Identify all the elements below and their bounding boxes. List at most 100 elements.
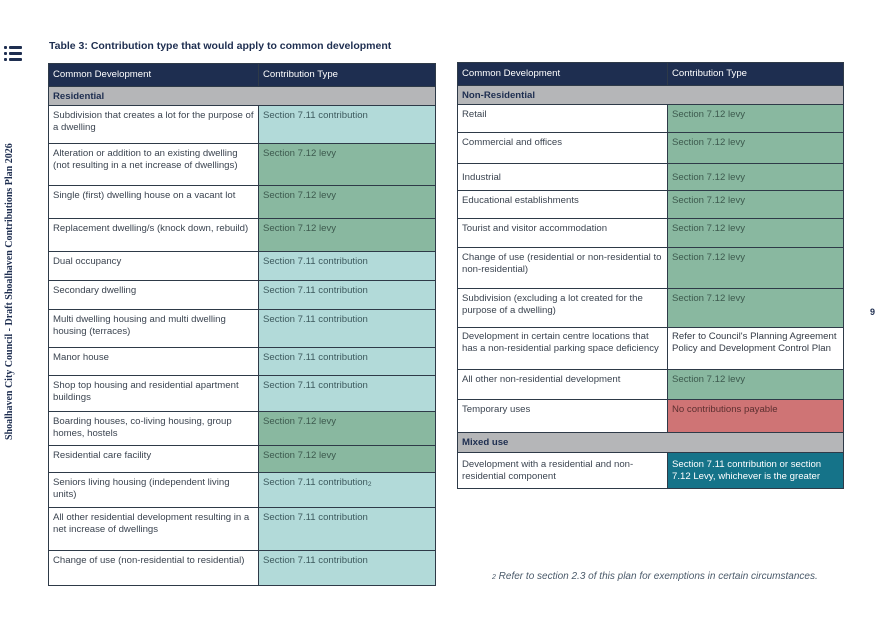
contribution-cell: Section 7.12 levy bbox=[667, 132, 844, 165]
contribution-cell: Section 7.12 levy bbox=[667, 247, 844, 290]
contribution-cell: Section 7.12 levy bbox=[667, 288, 844, 329]
development-cell: Development in certain centre locations … bbox=[457, 327, 668, 371]
contribution-type-text: Section 7.12 levy bbox=[263, 148, 337, 160]
table-row: Multi dwelling housing and multi dwellin… bbox=[48, 309, 436, 349]
footnote: 2 Refer to section 2.3 of this plan for … bbox=[492, 571, 818, 582]
section-mixed-use: Mixed use bbox=[457, 432, 844, 453]
table-row: Retail Section 7.12 levy bbox=[457, 104, 844, 134]
contribution-cell: Section 7.11 contribution bbox=[258, 309, 436, 349]
section-non-residential: Non-Residential bbox=[457, 84, 844, 106]
contribution-type-text: Section 7.12 levy bbox=[263, 416, 337, 428]
development-cell: Single (first) dwelling house on a vacan… bbox=[48, 185, 259, 220]
table-header-row: Common Development Contribution Type bbox=[48, 63, 436, 87]
development-cell: Temporary uses bbox=[457, 399, 668, 434]
development-cell: Shop top housing and residential apartme… bbox=[48, 375, 259, 413]
table-row: Residential care facility Section 7.12 le… bbox=[48, 445, 436, 474]
contribution-type-text: Section 7.11 contribution bbox=[263, 110, 368, 122]
development-cell: Change of use (residential or non-reside… bbox=[457, 247, 668, 290]
contribution-cell: Section 7.12 levy bbox=[258, 445, 436, 474]
development-cell: Seniors living housing (independent livi… bbox=[48, 472, 259, 509]
table-row: Subdivision that creates a lot for the p… bbox=[48, 105, 436, 145]
contribution-cell: Section 7.12 levy bbox=[667, 104, 844, 134]
contribution-type-text: Section 7.12 levy bbox=[263, 223, 337, 235]
development-cell: All other non-residential development bbox=[457, 369, 668, 401]
contribution-cell: Section 7.11 contribution bbox=[258, 105, 436, 145]
table-row: Seniors living housing (independent livi… bbox=[48, 472, 436, 509]
header-common-development: Common Development bbox=[457, 62, 668, 86]
table-row: Alteration or addition to an existing dw… bbox=[48, 143, 436, 187]
menu-list-icon[interactable] bbox=[4, 46, 22, 62]
development-cell: Multi dwelling housing and multi dwellin… bbox=[48, 309, 259, 349]
non-residential-contribution-table: Common Development Contribution Type Non… bbox=[457, 62, 844, 489]
contribution-type-text: Section 7.11 contribution bbox=[263, 352, 368, 364]
table-row: Shop top housing and residential apartme… bbox=[48, 375, 436, 413]
table-row: All other non-residential development Sec… bbox=[457, 369, 844, 401]
header-common-development: Common Development bbox=[48, 63, 259, 87]
table-row: Replacement dwelling/s (knock down, rebu… bbox=[48, 218, 436, 253]
contribution-cell: Refer to Council's Planning Agreement Po… bbox=[667, 327, 844, 371]
contribution-type-text: Section 7.11 contribution bbox=[263, 256, 368, 268]
contribution-cell: Section 7.11 contribution bbox=[258, 280, 436, 311]
table-row: Change of use (non-residential to reside… bbox=[48, 550, 436, 587]
development-cell: Tourist and visitor accommodation bbox=[457, 218, 668, 249]
header-contribution-type: Contribution Type bbox=[667, 62, 844, 86]
table-row: All other residential development result… bbox=[48, 507, 436, 552]
contribution-type-text: Section 7.12 levy bbox=[263, 190, 337, 202]
contribution-cell: Section 7.11 contribution bbox=[258, 251, 436, 282]
development-cell: Industrial bbox=[457, 163, 668, 192]
contribution-type-text: Section 7.11 contribution bbox=[263, 512, 368, 524]
development-cell: Boarding houses, co-living housing, grou… bbox=[48, 411, 259, 447]
table-row: Industrial Section 7.12 levy bbox=[457, 163, 844, 192]
table-row: Manor house Section 7.11 contribution bbox=[48, 347, 436, 377]
table-header-row: Common Development Contribution Type bbox=[457, 62, 844, 86]
header-contribution-type: Contribution Type bbox=[258, 63, 436, 87]
contribution-type-text: Section 7.11 contribution bbox=[263, 477, 368, 489]
table-row: Subdivision (excluding a lot created for… bbox=[457, 288, 844, 329]
contribution-cell: Section 7.12 levy bbox=[667, 190, 844, 220]
document-side-label: Shoalhaven City Council - Draft Shoalhav… bbox=[4, 140, 15, 440]
contribution-type-text: Section 7.11 contribution bbox=[263, 314, 368, 326]
development-cell: Dual occupancy bbox=[48, 251, 259, 282]
table-row: Change of use (residential or non-reside… bbox=[457, 247, 844, 290]
table-row: Dual occupancy Section 7.11 contribution bbox=[48, 251, 436, 282]
footnote-mark: 2 bbox=[492, 574, 496, 581]
table-row: Educational establishments Section 7.12 l… bbox=[457, 190, 844, 220]
contribution-cell: Section 7.11 contribution bbox=[258, 550, 436, 587]
contribution-cell: Section 7.12 levy bbox=[667, 218, 844, 249]
development-cell: Commercial and offices bbox=[457, 132, 668, 165]
development-cell: All other residential development result… bbox=[48, 507, 259, 552]
development-cell: Subdivision (excluding a lot created for… bbox=[457, 288, 668, 329]
footnote-marker: 2 bbox=[367, 481, 372, 489]
contribution-cell: Section 7.11 contribution bbox=[258, 375, 436, 413]
development-cell: Residential care facility bbox=[48, 445, 259, 474]
contribution-cell: Section 7.12 levy bbox=[667, 369, 844, 401]
development-cell: Development with a residential and non-r… bbox=[457, 451, 668, 489]
development-cell: Alteration or addition to an existing dw… bbox=[48, 143, 259, 187]
development-cell: Change of use (non-residential to reside… bbox=[48, 550, 259, 587]
contribution-cell: Section 7.11 contribution bbox=[258, 507, 436, 552]
development-cell: Manor house bbox=[48, 347, 259, 377]
residential-contribution-table: Common Development Contribution Type Res… bbox=[48, 63, 436, 587]
development-cell: Secondary dwelling bbox=[48, 280, 259, 311]
table-row: Single (first) dwelling house on a vacan… bbox=[48, 185, 436, 220]
contribution-type-text: Section 7.11 contribution bbox=[263, 380, 368, 392]
table-row: Tourist and visitor accommodation Section… bbox=[457, 218, 844, 249]
side-label-doc: Draft Shoalhaven Contributions Plan 2026 bbox=[4, 143, 15, 326]
table-row: Secondary dwelling Section 7.11 contribut… bbox=[48, 280, 436, 311]
development-cell: Subdivision that creates a lot for the p… bbox=[48, 105, 259, 145]
contribution-cell: Section 7.12 levy bbox=[258, 411, 436, 447]
contribution-cell: No contributions payable bbox=[667, 399, 844, 434]
development-cell: Educational establishments bbox=[457, 190, 668, 220]
contribution-type-text: Section 7.12 levy bbox=[263, 450, 337, 462]
contribution-cell: Section 7.11 contribution or section 7.1… bbox=[667, 451, 844, 489]
development-cell: Retail bbox=[457, 104, 668, 134]
table-row: Development in certain centre locations … bbox=[457, 327, 844, 371]
contribution-cell: Section 7.12 levy bbox=[258, 218, 436, 253]
table-row: Boarding houses, co-living housing, grou… bbox=[48, 411, 436, 447]
section-residential: Residential bbox=[48, 85, 436, 107]
contribution-cell: Section 7.12 levy bbox=[258, 185, 436, 220]
side-label-org: Shoalhaven City Council bbox=[4, 333, 15, 440]
contribution-cell: Section 7.12 levy bbox=[258, 143, 436, 187]
table-row: Temporary uses No contributions payable bbox=[457, 399, 844, 434]
page-number: 9 bbox=[870, 307, 876, 317]
